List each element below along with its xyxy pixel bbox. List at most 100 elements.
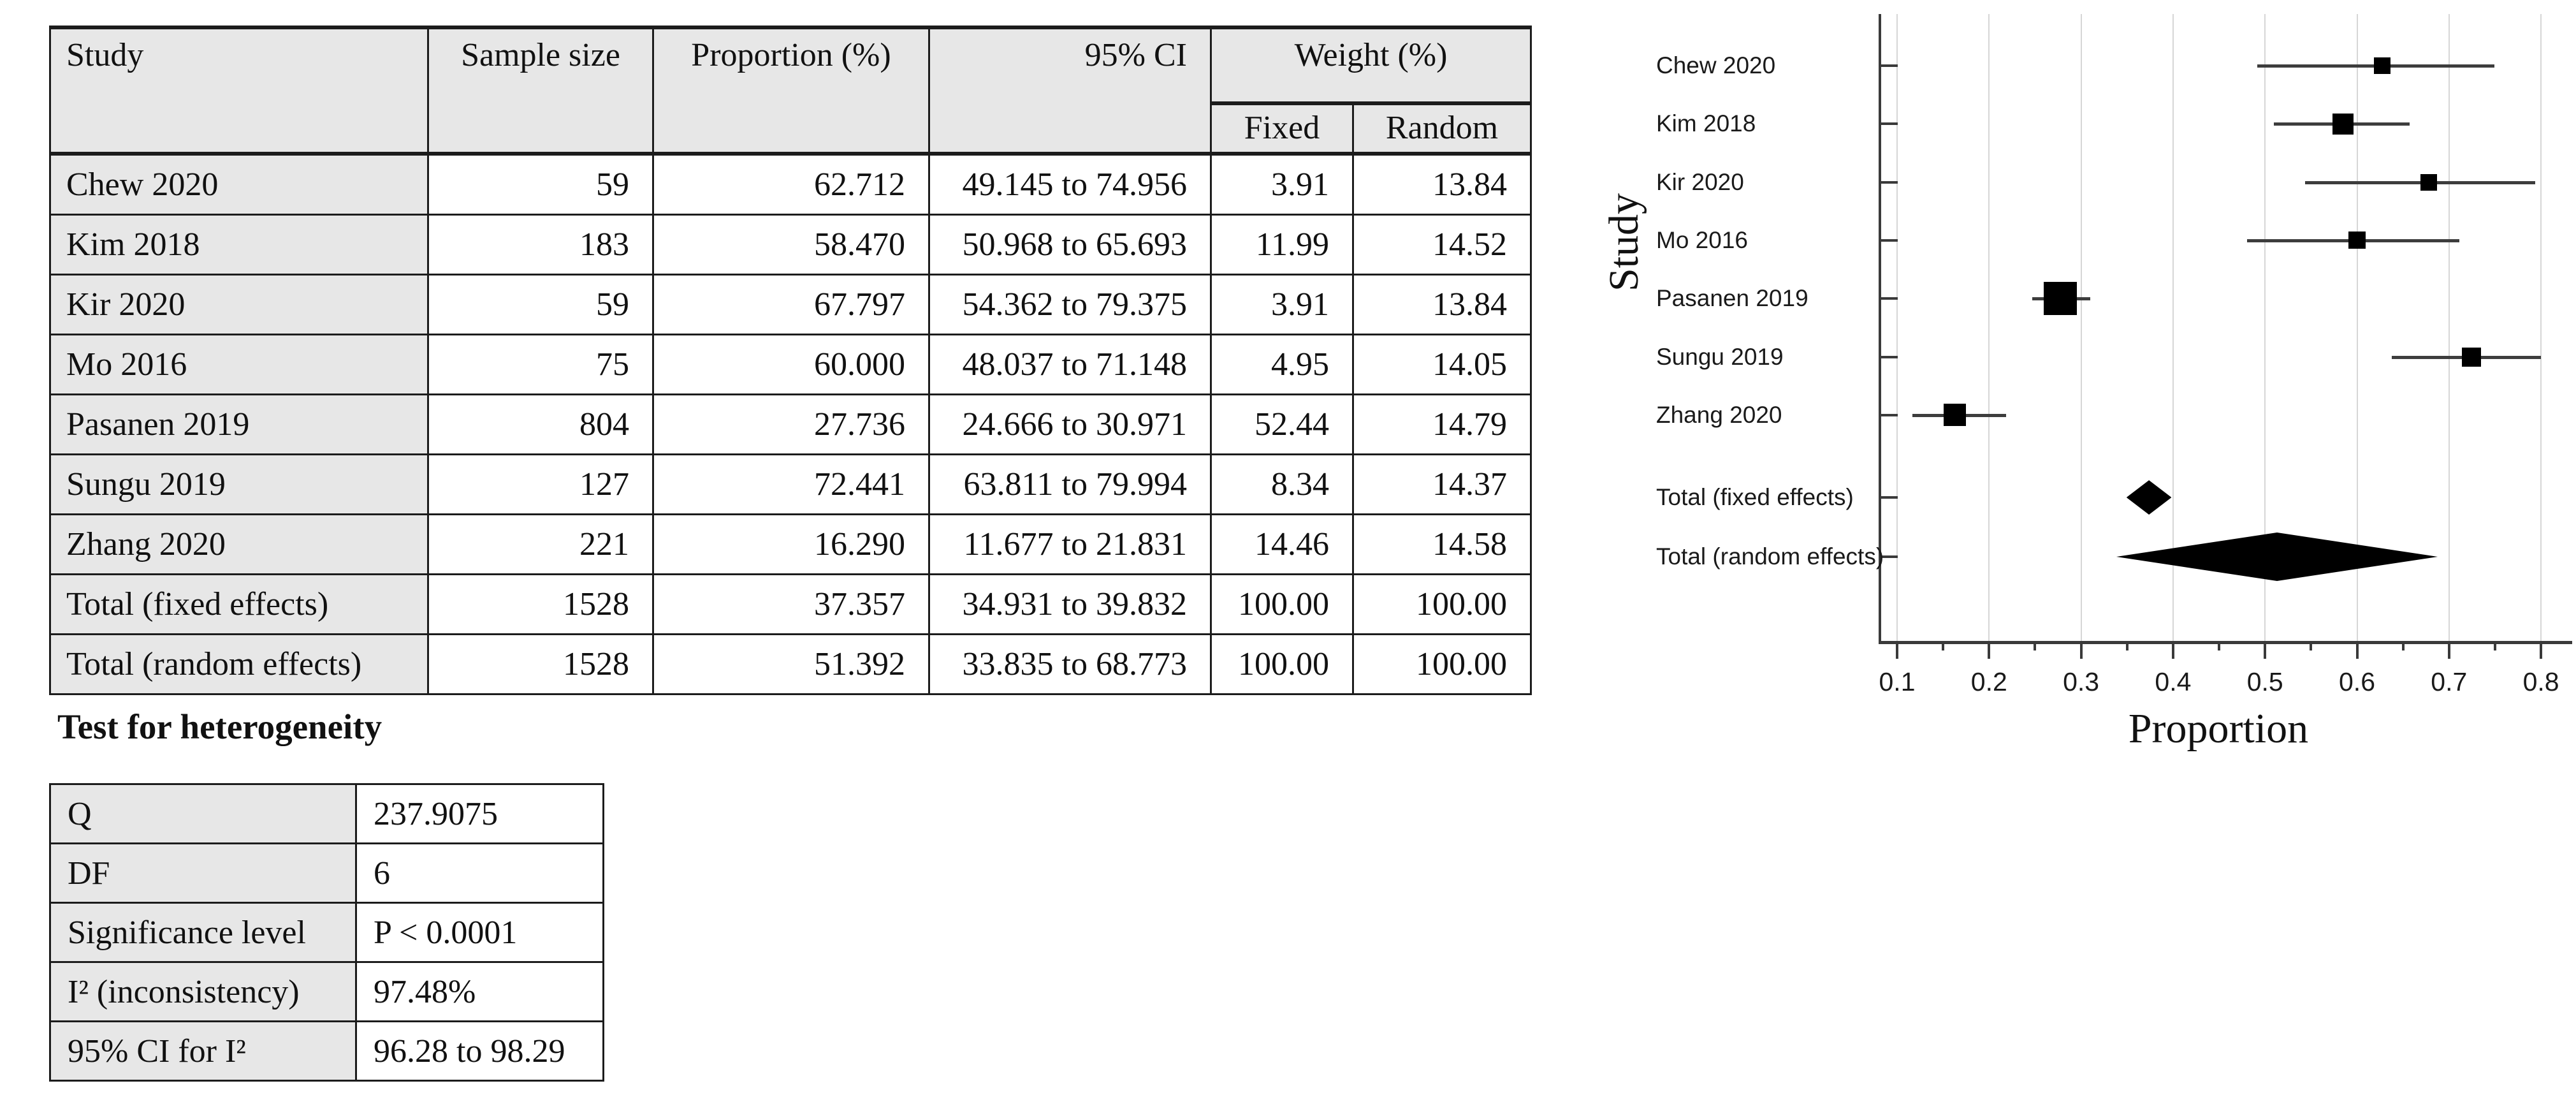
cell-weight-fixed: 8.34 [1210, 453, 1354, 515]
heterogeneity-table: Q 237.9075 DF 6 Significance level P < 0.0001… [49, 783, 604, 1082]
study-row-label: Sungu 2019 [1656, 343, 1784, 370]
cell-ci: 49.145 to 74.956 [928, 152, 1212, 216]
table-row: Chew 2020 59 62.712 49.145 to 74.956 3.91 13.… [49, 152, 1532, 216]
het-label: 95% CI for I² [49, 1020, 357, 1082]
grid-line [2080, 14, 2082, 641]
effect-square [2373, 57, 2390, 74]
col-header-study: Study [49, 26, 429, 155]
x-major-tick [2264, 641, 2267, 659]
y-tick [1879, 555, 1898, 558]
x-tick-label: 0.7 [2431, 667, 2468, 696]
meta-analysis-table: Study Sample size Proportion (%) 95% CI … [49, 26, 1532, 695]
cell-proportion: 58.470 [652, 214, 930, 276]
cell-weight-random: 13.84 [1352, 152, 1532, 216]
cell-study: Zhang 2020 [49, 513, 429, 575]
effect-square [2043, 282, 2077, 316]
x-major-tick [2447, 641, 2450, 659]
pooled-diamond [2116, 533, 2438, 581]
cell-ci: 63.811 to 79.994 [928, 453, 1212, 515]
grid-line [2264, 14, 2266, 641]
table-row: Total (fixed effects) 1528 37.357 34.931 to… [49, 573, 1532, 635]
cell-study: Total (random effects) [49, 633, 429, 695]
x-major-tick [1988, 641, 1991, 659]
het-row: I² (inconsistency) 97.48% [49, 961, 604, 1022]
cell-weight-fixed: 3.91 [1210, 274, 1354, 335]
cell-proportion: 51.392 [652, 633, 930, 695]
cell-ci: 34.931 to 39.832 [928, 573, 1212, 635]
cell-ci: 33.835 to 68.773 [928, 633, 1212, 695]
cell-proportion: 37.357 [652, 573, 930, 635]
het-row: Q 237.9075 [49, 783, 604, 844]
y-tick [1879, 496, 1898, 499]
col-header-weight-fixed: Fixed [1210, 102, 1354, 155]
effect-square [1944, 404, 1967, 427]
x-major-tick [2079, 641, 2083, 659]
col-header-sample-size: Sample size [427, 26, 654, 155]
x-tick-label: 0.8 [2522, 667, 2559, 696]
cell-study: Mo 2016 [49, 334, 429, 395]
cell-weight-fixed: 100.00 [1210, 633, 1354, 695]
cell-weight-fixed: 100.00 [1210, 573, 1354, 635]
het-value: P < 0.0001 [355, 902, 604, 963]
grid-line [1988, 14, 1990, 641]
x-minor-tick [2310, 641, 2313, 650]
table-row: Kir 2020 59 67.797 54.362 to 79.375 3.91 13.8… [49, 274, 1532, 335]
grid-line [1896, 14, 1898, 641]
grid-line [2448, 14, 2450, 641]
table-row: Zhang 2020 221 16.290 11.677 to 21.831 14.46… [49, 513, 1532, 575]
cell-proportion: 62.712 [652, 152, 930, 216]
cell-proportion: 67.797 [652, 274, 930, 335]
cell-weight-random: 13.84 [1352, 274, 1532, 335]
total-row-label: Total (random effects) [1656, 543, 1884, 570]
cell-study: Chew 2020 [49, 152, 429, 216]
cell-ci: 54.362 to 79.375 [928, 274, 1212, 335]
grid-line [2172, 14, 2174, 641]
cell-weight-fixed: 14.46 [1210, 513, 1354, 575]
cell-sample-size: 804 [427, 393, 654, 455]
cell-weight-random: 14.52 [1352, 214, 1532, 276]
cell-weight-fixed: 11.99 [1210, 214, 1354, 276]
study-row-label: Chew 2020 [1656, 52, 1776, 78]
table-row: Kim 2018 183 58.470 50.968 to 65.693 11.99 14… [49, 214, 1532, 276]
x-minor-tick [2034, 641, 2037, 650]
x-minor-tick [2493, 641, 2496, 650]
y-tick [1879, 239, 1898, 242]
col-header-proportion: Proportion (%) [652, 26, 930, 155]
heterogeneity-title: Test for heterogeneity [57, 707, 382, 746]
y-tick [1879, 413, 1898, 416]
y-axis-line [1879, 14, 1881, 643]
table-row: Total (random effects) 1528 51.392 33.835 t… [49, 633, 1532, 695]
cell-proportion: 16.290 [652, 513, 930, 575]
cell-sample-size: 221 [427, 513, 654, 575]
cell-weight-fixed: 52.44 [1210, 393, 1354, 455]
effect-square [2420, 173, 2437, 191]
grid-line [2356, 14, 2358, 641]
forest-plot: 0.1 0.2 0.3 0.4 0.5 0.6 0.7 0.8 Chew 2020 Kim 201… [1562, 13, 2576, 944]
cell-ci: 24.666 to 30.971 [928, 393, 1212, 455]
x-minor-tick [1942, 641, 1945, 650]
x-tick-label: 0.6 [2339, 667, 2375, 696]
het-value: 97.48% [355, 961, 604, 1022]
het-label: DF [49, 842, 357, 904]
study-row-label: Zhang 2020 [1656, 401, 1782, 428]
study-row-label: Kim 2018 [1656, 110, 1756, 137]
cell-proportion: 60.000 [652, 334, 930, 395]
x-tick-label: 0.1 [1879, 667, 1916, 696]
y-tick [1879, 122, 1898, 126]
effect-square [2332, 113, 2354, 135]
cell-weight-random: 14.58 [1352, 513, 1532, 575]
y-axis-title: Study [1601, 193, 1647, 292]
x-minor-tick [2401, 641, 2405, 650]
het-value: 96.28 to 98.29 [355, 1020, 604, 1082]
x-tick-label: 0.2 [1970, 667, 2007, 696]
cell-ci: 48.037 to 71.148 [928, 334, 1212, 395]
pooled-diamond [2126, 480, 2172, 515]
col-header-weight-random: Random [1352, 102, 1532, 155]
y-tick [1879, 180, 1898, 184]
table-row: Pasanen 2019 804 27.736 24.666 to 30.971 52.… [49, 393, 1532, 455]
cell-sample-size: 127 [427, 453, 654, 515]
effect-square [2348, 231, 2366, 249]
cell-weight-fixed: 3.91 [1210, 152, 1354, 216]
het-row: DF 6 [49, 842, 604, 904]
table-row: Sungu 2019 127 72.441 63.811 to 79.994 8.34 1… [49, 453, 1532, 515]
